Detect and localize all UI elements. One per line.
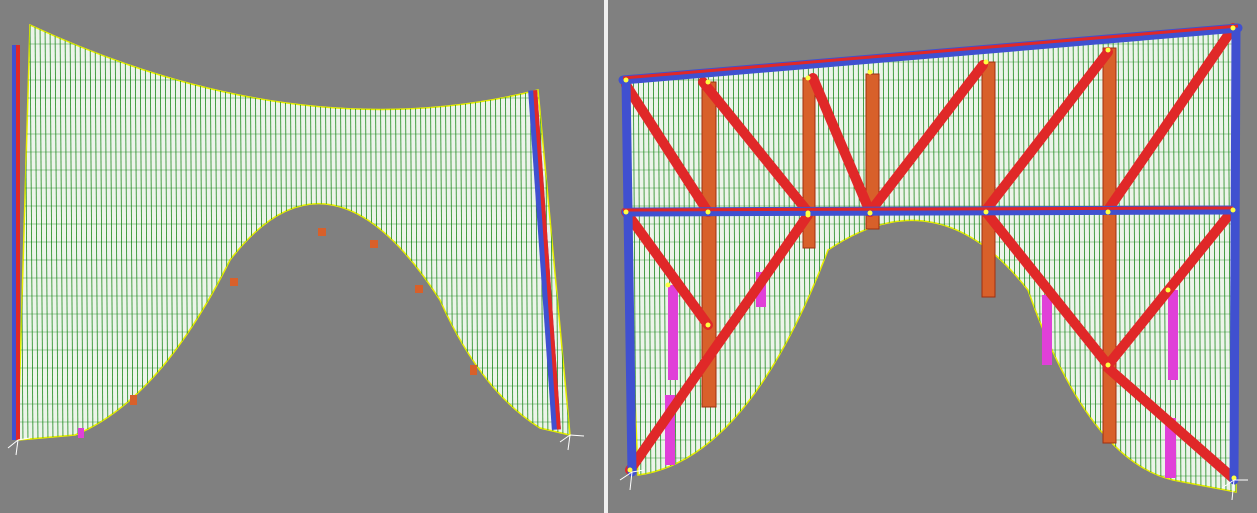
node-marker — [867, 69, 873, 75]
node-marker — [1105, 47, 1111, 53]
node-markers — [623, 25, 1237, 481]
node-marker — [1105, 209, 1111, 215]
node-marker — [805, 75, 811, 81]
support-icon — [7, 437, 31, 456]
structure-render-left — [7, 23, 585, 456]
view-divider — [604, 0, 608, 513]
node-marker — [623, 209, 629, 215]
node-marker — [665, 282, 671, 288]
node-marker — [705, 322, 711, 328]
arch-pier — [318, 228, 326, 236]
support-icon — [619, 469, 645, 491]
node-marker — [705, 79, 711, 85]
viewport-left[interactable] — [0, 0, 604, 513]
node-marker — [705, 209, 711, 215]
node-marker — [1230, 207, 1236, 213]
node-marker — [627, 467, 633, 473]
node-marker — [1230, 25, 1236, 31]
beam-members — [618, 23, 1243, 485]
node-marker — [623, 77, 629, 83]
node-marker — [983, 59, 989, 65]
node-marker — [1105, 362, 1111, 368]
node-marker — [867, 210, 873, 216]
node-marker — [1231, 475, 1237, 481]
node-marker — [1165, 287, 1171, 293]
viewport-right[interactable] — [608, 0, 1257, 513]
node-marker — [805, 212, 811, 218]
brace-members — [621, 23, 1238, 483]
support-icon — [1221, 479, 1248, 501]
node-marker — [983, 209, 989, 215]
structure-render-right — [618, 23, 1248, 501]
support-icon — [559, 434, 585, 451]
